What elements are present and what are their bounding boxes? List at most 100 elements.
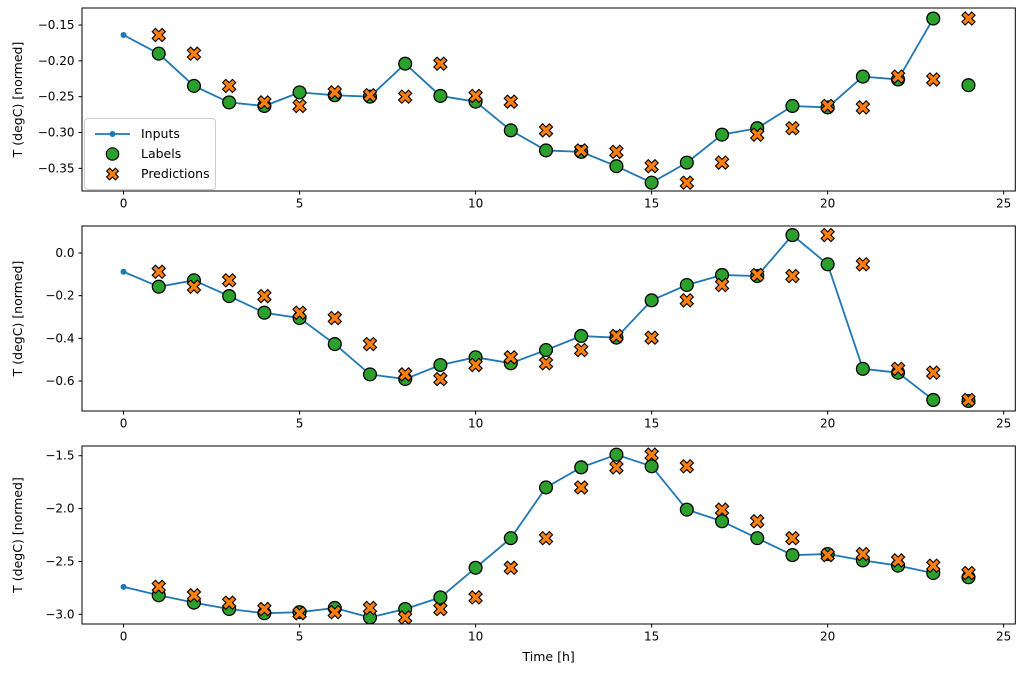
- y-tick-label: −1.5: [45, 449, 74, 463]
- predictions-point-marker: [749, 513, 765, 529]
- labels-point-marker: [362, 367, 378, 382]
- predictions-point-marker: [679, 175, 695, 191]
- labels-point-marker: [750, 531, 765, 546]
- labels-point-marker: [926, 11, 941, 26]
- predictions-point-marker: [644, 447, 659, 463]
- predictions-point-marker: [573, 342, 589, 358]
- predictions-point-marker: [503, 349, 519, 365]
- labels-point-marker: [785, 98, 800, 114]
- labels-point-marker: [961, 78, 976, 93]
- predictions-point-marker: [292, 98, 307, 114]
- predictions-point-marker: [961, 565, 976, 581]
- legend: Inputs Labels Predictions: [84, 118, 216, 190]
- labels-point-marker: [820, 257, 835, 272]
- labels-point-marker: [468, 560, 483, 575]
- predictions-point-marker: [855, 100, 871, 115]
- predictions-point-marker: [186, 46, 202, 62]
- predictions-point-marker: [292, 305, 307, 321]
- predictions-point-marker: [362, 87, 378, 103]
- x-tick-label: 10: [468, 630, 483, 644]
- y-tick-label: −3.0: [45, 607, 74, 621]
- predictions-point-marker: [820, 227, 836, 243]
- labels-point-marker: [679, 502, 694, 517]
- predictions-point-marker: [151, 27, 167, 43]
- labels-point-marker: [327, 337, 342, 352]
- predictions-point-marker: [749, 127, 765, 143]
- predictions-point-marker: [327, 310, 343, 326]
- labels-point-marker: [644, 459, 659, 474]
- predictions-point-marker: [609, 328, 624, 344]
- legend-row-predictions: Predictions: [93, 164, 210, 184]
- predictions-point-marker: [890, 361, 906, 377]
- predictions-point-marker: [397, 367, 413, 382]
- labels-point-marker: [398, 56, 413, 71]
- predictions-x-icon: [105, 167, 120, 181]
- x-tick-label: 0: [120, 197, 128, 211]
- x-tick-label: 25: [996, 197, 1011, 211]
- labels-point-marker: [574, 328, 589, 344]
- predictions-point-marker: [714, 502, 730, 517]
- legend-row-inputs: Inputs: [93, 124, 207, 144]
- predictions-point-marker: [961, 11, 976, 26]
- legend-label-predictions: Predictions: [141, 166, 210, 181]
- labels-point-marker: [644, 175, 659, 190]
- predictions-point-marker: [362, 600, 378, 616]
- x-tick-label: 20: [820, 417, 835, 431]
- legend-label-inputs: Inputs: [141, 126, 180, 141]
- predictions-point-marker: [609, 144, 624, 160]
- x-tick-label: 20: [820, 197, 835, 211]
- labels-point-marker: [222, 95, 237, 110]
- predictions-point-marker: [468, 357, 483, 373]
- predictions-point-marker: [327, 604, 343, 620]
- predictions-point-marker: [925, 72, 941, 87]
- predictions-point-marker: [855, 546, 871, 562]
- labels-point-marker: [292, 85, 307, 100]
- labels-point-marker: [855, 361, 870, 376]
- predictions-point-marker: [573, 480, 589, 495]
- y-tick-label: −0.25: [38, 90, 75, 104]
- labels-point-marker: [644, 293, 659, 308]
- x-tick-label: 25: [996, 417, 1011, 431]
- labels-point-marker: [538, 143, 554, 158]
- predictions-point-marker: [644, 158, 659, 174]
- labels-point-marker: [222, 289, 237, 304]
- predictions-point-marker: [538, 123, 554, 138]
- predictions-point-marker: [855, 256, 871, 272]
- y-tick-label: −2.0: [45, 502, 74, 516]
- predictions-point-marker: [503, 94, 519, 110]
- inputs-point-marker: [120, 268, 127, 275]
- predictions-point-marker: [503, 560, 519, 576]
- predictions-point-marker: [257, 95, 272, 110]
- y-tick-label: −0.6: [45, 374, 74, 388]
- predictions-point-marker: [433, 371, 448, 387]
- legend-row-labels: Labels: [93, 144, 207, 164]
- predictions-point-marker: [925, 365, 941, 381]
- labels-point-marker: [151, 279, 166, 294]
- labels-point-marker: [609, 447, 624, 462]
- labels-point-marker: [714, 514, 730, 529]
- y-tick-label: −0.15: [38, 18, 75, 32]
- labels-point-marker: [186, 78, 202, 93]
- x-axis-label: Time [h]: [522, 649, 575, 664]
- labels-point-marker: [609, 159, 624, 174]
- x-tick-label: 5: [296, 197, 304, 211]
- y-axis-label: T (degC) [normed]: [10, 261, 25, 378]
- predictions-point-marker: [292, 605, 307, 621]
- predictions-point-marker: [221, 78, 237, 94]
- x-tick-label: 15: [644, 417, 659, 431]
- inputs-point-marker: [120, 32, 127, 39]
- x-tick-label: 15: [644, 630, 659, 644]
- x-tick-label: 25: [996, 630, 1011, 644]
- labels-point-marker: [538, 480, 554, 495]
- predictions-point-marker: [397, 610, 413, 625]
- x-tick-label: 20: [820, 630, 835, 644]
- predictions-point-marker: [785, 120, 800, 136]
- predictions-point-marker: [186, 279, 202, 295]
- predictions-point-marker: [749, 267, 765, 283]
- labels-point-marker: [785, 228, 800, 243]
- predictions-point-marker: [890, 69, 906, 84]
- predictions-point-marker: [714, 277, 730, 293]
- x-tick-label: 5: [296, 630, 304, 644]
- predictions-point-marker: [925, 558, 941, 574]
